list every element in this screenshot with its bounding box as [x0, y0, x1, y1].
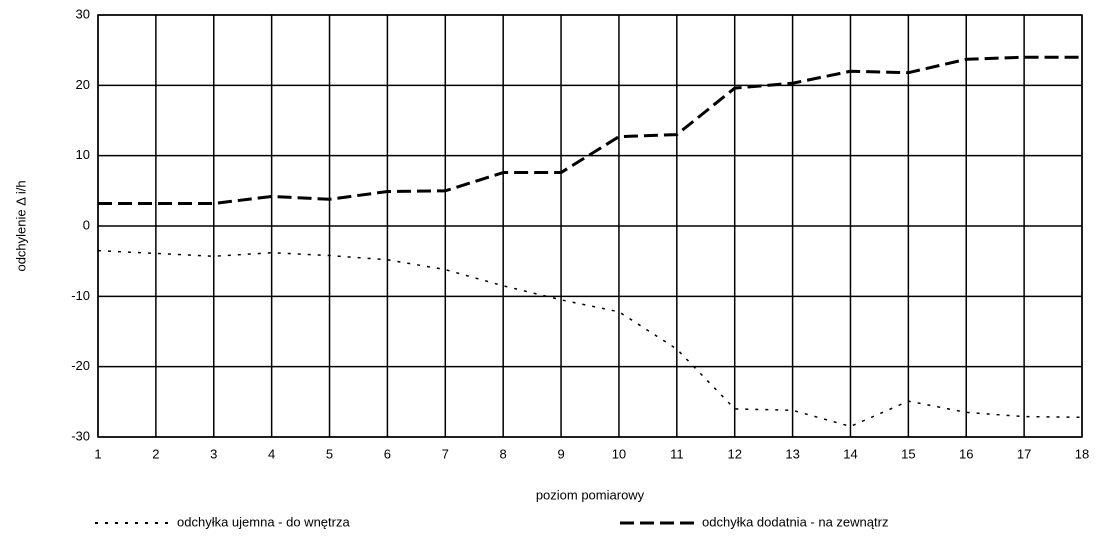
y-tick-label: 0 — [83, 217, 90, 232]
x-tick-label: 3 — [210, 446, 217, 461]
y-tick-label: -10 — [71, 288, 90, 303]
y-tick-label: 10 — [76, 147, 90, 162]
x-tick-label: 1 — [94, 446, 101, 461]
x-tick-label: 12 — [727, 446, 741, 461]
x-tick-label: 6 — [384, 446, 391, 461]
x-tick-label: 11 — [670, 446, 684, 461]
legend-label: odchyłka dodatnia - na zewnątrz — [702, 514, 888, 529]
x-tick-label: 5 — [326, 446, 333, 461]
series-line — [98, 55, 1082, 205]
y-axis-label: odchylenie Δ i/h — [13, 180, 28, 271]
x-tick-label: 4 — [268, 446, 275, 461]
x-tick-label: 8 — [500, 446, 507, 461]
x-tick-label: 14 — [843, 446, 857, 461]
legend-label: odchyłka ujemna - do wnętrza — [177, 514, 350, 529]
y-tick-label: -30 — [71, 428, 90, 443]
y-tick-label: -20 — [71, 358, 90, 373]
x-tick-label: 2 — [152, 446, 159, 461]
x-tick-label: 18 — [1075, 446, 1089, 461]
x-axis-label: poziom pomiarowy — [536, 487, 645, 502]
x-tick-label: 10 — [612, 446, 626, 461]
series-line — [97, 249, 1083, 428]
y-tick-label: 20 — [76, 77, 90, 92]
x-tick-label: 17 — [1017, 446, 1031, 461]
x-tick-label: 15 — [901, 446, 915, 461]
x-tick-label: 16 — [959, 446, 973, 461]
x-tick-label: 7 — [442, 446, 449, 461]
x-tick-label: 13 — [785, 446, 799, 461]
x-tick-label: 9 — [557, 446, 564, 461]
plot-frame — [97, 14, 1083, 438]
y-tick-label: 30 — [76, 6, 90, 21]
